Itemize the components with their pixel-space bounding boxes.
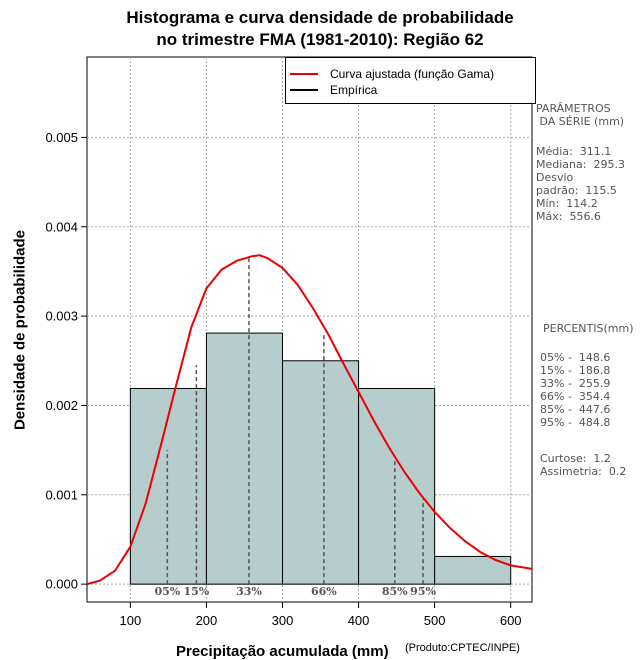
histogram-bar xyxy=(358,387,436,585)
legend-swatch-empirical xyxy=(290,89,318,91)
histogram-bar xyxy=(205,332,283,585)
percentis-header: PERCENTIS(mm) xyxy=(543,322,634,335)
percentile-label: 05% xyxy=(154,585,180,598)
y-tick-label: 0.004 xyxy=(45,219,78,234)
percentis-values: 05% - 148.6 15% - 186.8 33% - 255.9 66% … xyxy=(540,351,611,429)
y-tick-label: 0.002 xyxy=(45,398,78,413)
percentile-label: 85% xyxy=(382,585,408,598)
fitted-gamma-curve xyxy=(86,254,533,586)
x-tick-label: 200 xyxy=(196,613,218,628)
y-tick-label: 0.005 xyxy=(45,130,78,145)
params-header: PARÂMETROS DA SÉRIE (mm) xyxy=(536,102,625,128)
percentile-label: 95% xyxy=(410,585,436,598)
percentile-label: 66% xyxy=(311,585,337,598)
chart-title-line2: no trimestre FMA (1981-2010): Região 62 xyxy=(156,30,484,49)
y-tick-label: 0.001 xyxy=(45,487,78,502)
x-axis-label: Precipitação acumulada (mm) xyxy=(176,643,389,660)
x-tick-label: 600 xyxy=(500,613,522,628)
params-values: Média: 311.1 Mediana: 295.3 Desvio padrã… xyxy=(536,145,625,223)
percentile-label: 15% xyxy=(184,585,210,598)
y-tick-label: 0.000 xyxy=(45,577,78,592)
legend-swatch-fitted xyxy=(290,73,318,75)
y-axis-label: Densidade de probabilidade xyxy=(11,229,29,431)
legend: Curva ajustada (função Gama) Empírica xyxy=(285,57,536,104)
x-tick-label: 300 xyxy=(272,613,294,628)
histogram-bar xyxy=(281,360,360,585)
stats-extra: Curtose: 1.2 Assimetria: 0.2 xyxy=(540,452,627,478)
product-credit: (Produto:CPTEC/INPE) xyxy=(405,642,520,654)
y-tick-label: 0.003 xyxy=(45,309,78,324)
x-tick-label: 400 xyxy=(348,613,370,628)
legend-item-fitted: Curva ajustada (função Gama) xyxy=(290,66,494,82)
legend-item-empirical: Empírica xyxy=(290,82,377,98)
legend-label-empirical: Empírica xyxy=(330,83,378,97)
chart-title-line1: Histograma e curva densidade de probabil… xyxy=(126,8,514,27)
legend-label-fitted: Curva ajustada (função Gama) xyxy=(330,67,495,81)
percentile-label: 33% xyxy=(236,585,262,598)
x-tick-label: 100 xyxy=(120,613,142,628)
x-tick-label: 500 xyxy=(424,613,446,628)
